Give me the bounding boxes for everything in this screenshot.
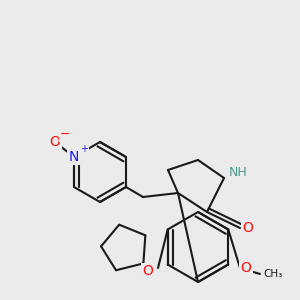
Text: −: − [60, 128, 70, 140]
Text: NH: NH [229, 167, 247, 179]
Text: +: + [80, 144, 88, 154]
Text: O: O [243, 221, 254, 235]
Text: O: O [241, 261, 251, 275]
Text: O: O [50, 135, 60, 149]
Text: O: O [142, 264, 153, 278]
Text: N: N [69, 150, 79, 164]
Text: CH₃: CH₃ [263, 269, 283, 279]
